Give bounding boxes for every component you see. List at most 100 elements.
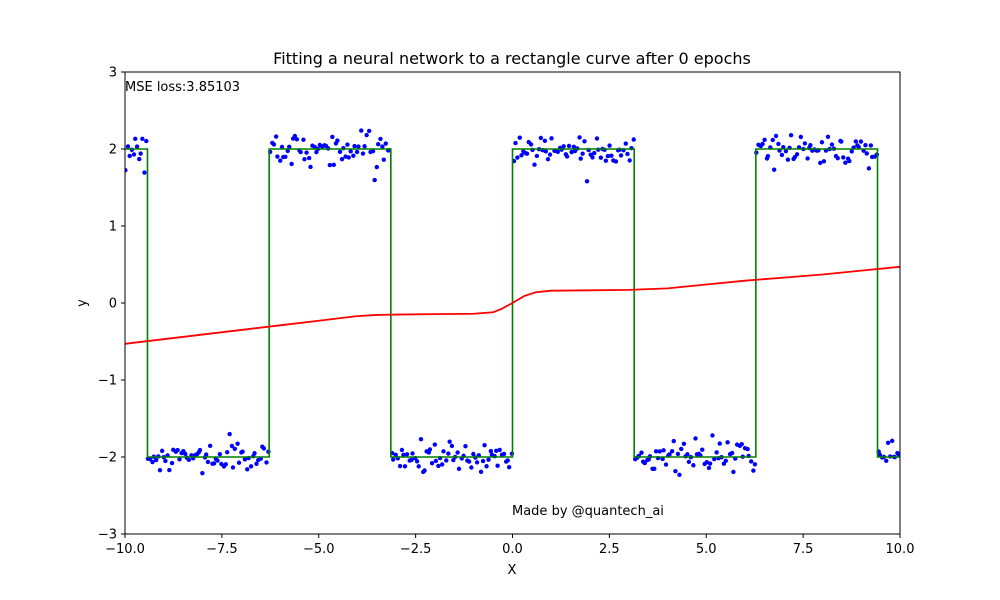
x-axis-label: X	[508, 563, 517, 578]
scatter-point	[374, 164, 379, 170]
scatter-point	[183, 451, 188, 457]
scatter-point	[240, 449, 245, 454]
scatter-point	[729, 450, 735, 456]
scatter-point	[779, 152, 785, 158]
scatter-point	[399, 447, 405, 453]
scatter-point	[370, 148, 376, 154]
scatter-point	[224, 450, 230, 455]
scatter-point	[287, 144, 292, 150]
scatter-point	[125, 168, 128, 173]
x-tick-label: −2.5	[400, 542, 432, 557]
y-tick-label: −3	[98, 528, 117, 543]
scatter-point	[896, 452, 900, 457]
scatter-point	[497, 447, 502, 453]
scatter-point	[577, 135, 582, 140]
scatter-point	[691, 463, 696, 468]
scatter-point	[671, 438, 676, 444]
scatter-point	[825, 134, 831, 140]
scatter-point	[885, 440, 891, 445]
scatter-point	[590, 155, 595, 160]
scatter-point	[304, 150, 309, 155]
mse-loss-annotation: MSE loss:3.85103	[125, 80, 240, 95]
scatter-point	[517, 135, 522, 140]
scatter-point	[835, 155, 840, 161]
scatter-point	[159, 448, 165, 454]
scatter-point	[446, 451, 451, 456]
scatter-point	[853, 139, 859, 144]
scatter-point	[584, 179, 590, 184]
scatter-point	[410, 451, 415, 456]
scatter-point	[495, 463, 500, 468]
scatter-point	[414, 459, 420, 464]
scatter-point	[631, 137, 636, 142]
scatter-point	[175, 447, 180, 453]
scatter-point	[594, 136, 600, 141]
scatter-point	[538, 135, 544, 141]
scatter-point	[661, 448, 666, 453]
scatter-point	[752, 462, 758, 467]
scatter-point	[227, 431, 232, 437]
scatter-point	[372, 177, 377, 183]
scatter-point	[731, 469, 736, 475]
scatter-point	[360, 151, 366, 156]
scatter-point	[404, 452, 410, 457]
scatter-point	[760, 141, 765, 147]
scatter-point	[207, 443, 213, 449]
scatter-point	[603, 158, 609, 163]
scatter-point	[609, 153, 614, 158]
scatter-point	[627, 158, 632, 163]
scatter-point	[383, 141, 388, 146]
scatter-point	[847, 158, 852, 164]
scatter-point	[211, 461, 217, 466]
scatter-point	[140, 136, 145, 142]
scatter-point	[571, 144, 577, 150]
scatter-point	[364, 132, 369, 138]
scatter-point	[805, 156, 810, 161]
scatter-point	[346, 155, 351, 160]
scatter-point	[416, 464, 421, 469]
scatter-point	[330, 134, 335, 140]
scatter-point	[843, 160, 848, 165]
scatter-point	[794, 152, 800, 157]
scatter-point	[488, 448, 494, 454]
scatter-point	[765, 153, 771, 159]
scatter-point	[501, 451, 507, 457]
scatter-point	[693, 436, 698, 441]
x-tick-label: 5.0	[696, 542, 717, 557]
x-tick-label: 7.5	[793, 542, 814, 557]
scatter-point	[456, 466, 462, 472]
y-tick-label: 1	[109, 220, 117, 235]
y-tick-label: 2	[109, 143, 117, 158]
credit-annotation: Made by @quantech_ai	[512, 504, 664, 519]
scatter-point	[486, 457, 491, 462]
scatter-point	[217, 452, 223, 457]
scatter-point	[142, 170, 147, 175]
scatter-point	[378, 136, 383, 142]
scatter-point	[569, 149, 574, 155]
scatter-point	[474, 460, 480, 465]
scatter-point	[278, 158, 283, 163]
scatter-point	[167, 467, 172, 473]
scatter-point	[762, 137, 767, 143]
scatter-point	[592, 150, 597, 156]
scatter-point	[739, 441, 744, 447]
scatter-point	[788, 133, 794, 138]
scatter-point	[532, 162, 537, 167]
scatter-point	[351, 153, 356, 158]
scatter-point	[480, 458, 486, 464]
x-tick-label: 2.5	[599, 542, 620, 557]
scatter-point	[275, 154, 280, 159]
scatter-point	[422, 468, 427, 473]
scatter-point	[306, 155, 312, 161]
scatter-point	[289, 161, 294, 167]
scatter-point	[466, 459, 472, 464]
scatter-point	[607, 143, 612, 148]
scatter-point	[618, 153, 624, 158]
scatter-point	[863, 143, 868, 148]
scatter-point	[125, 144, 131, 149]
scatter-point	[660, 456, 665, 462]
x-tick-label: −10.0	[105, 542, 145, 557]
scatter-point	[841, 155, 846, 160]
scatter-point	[566, 143, 572, 149]
scatter-point	[856, 144, 861, 150]
